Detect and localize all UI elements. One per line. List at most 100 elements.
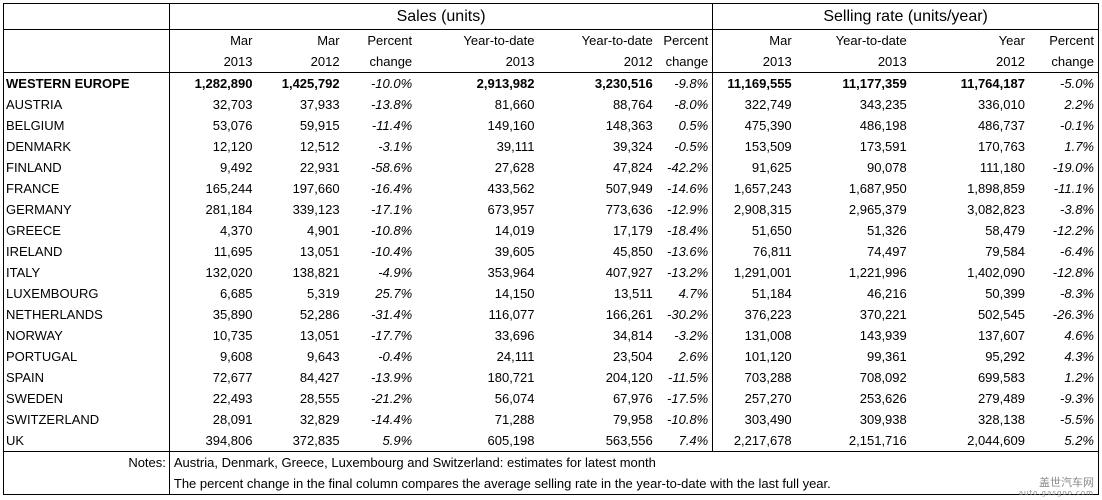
header-line1-col-2: Mar — [317, 32, 340, 48]
value-cell: 81,660 — [494, 96, 535, 112]
value-cell: 180,721 — [487, 369, 535, 385]
value-cell: 2,044,609 — [910, 430, 1029, 452]
value-cell: 328,138 — [977, 411, 1025, 427]
percent-change-cell: -11.4% — [371, 117, 413, 133]
country-name: FINLAND — [3, 157, 170, 178]
value-cell: 116,077 — [488, 306, 535, 322]
percent-change-cell: 5.9% — [343, 430, 417, 452]
value-cell: 137,607 — [977, 327, 1025, 343]
value-cell: 88,764 — [612, 96, 653, 112]
value-cell: 51,184 — [751, 285, 792, 301]
percent-change-cell: -58.6% — [370, 159, 413, 175]
value-cell: 13,511 — [613, 285, 653, 301]
table-row: FRANCE 165,244 197,660 -16.4% 433,562 507,949… — [3, 178, 1099, 199]
value-cell: 101,120 — [744, 348, 792, 364]
value-cell: 2,965,379 — [848, 201, 907, 217]
header-line2-col-10: change — [1028, 51, 1099, 73]
percent-change-cell: 2.6% — [656, 346, 714, 367]
percent-change-cell: -13.8% — [370, 96, 413, 112]
value-cell: 372,835 — [256, 430, 344, 452]
value-cell: 257,270 — [744, 390, 792, 406]
percent-change-cell: -3.8% — [1028, 199, 1099, 220]
value-cell: 673,957 — [487, 201, 535, 217]
value-cell: 703,288 — [744, 369, 792, 385]
header-line2-col-9: 2012 — [910, 51, 1029, 73]
value-cell: 47,824 — [612, 159, 653, 175]
percent-change-cell: -17.7% — [370, 327, 413, 343]
percent-change-cell: -13.2% — [656, 262, 714, 283]
percent-change-cell: -30.2% — [656, 304, 714, 325]
value-cell: 132,020 — [205, 264, 253, 280]
country-name: SWITZERLAND — [3, 409, 170, 430]
value-cell: 67,976 — [612, 390, 653, 406]
percent-change-cell: -12.2% — [1028, 220, 1099, 241]
value-cell: 204,120 — [605, 369, 653, 385]
country-name: SPAIN — [3, 367, 170, 388]
percent-change-cell: -10.0% — [370, 75, 413, 91]
value-cell: 699,583 — [977, 369, 1025, 385]
value-cell: 32,829 — [299, 411, 340, 427]
notes-label: Notes: — [3, 451, 170, 473]
percent-change-cell: -0.4% — [378, 348, 413, 364]
value-cell: 53,076 — [212, 117, 253, 133]
value-cell: 9,608 — [219, 348, 253, 364]
percent-change-cell: 5.2% — [1028, 430, 1099, 452]
value-cell: 9,492 — [219, 159, 253, 175]
value-cell: 773,636 — [605, 201, 653, 217]
value-cell: 33,696 — [494, 327, 535, 343]
value-cell: 1,687,950 — [848, 180, 907, 196]
value-cell: 1,291,001 — [733, 264, 792, 280]
percent-change-cell: 1.2% — [1028, 367, 1099, 388]
value-cell: 2,151,716 — [795, 430, 911, 452]
notes-line-2: The percent change in the final column c… — [168, 473, 1100, 495]
country-name: WESTERN EUROPE — [3, 72, 170, 94]
percent-change-cell: -0.5% — [656, 136, 714, 157]
table-row: NETHERLANDS 35,890 52,286 -31.4% 116,077 166,… — [3, 304, 1099, 325]
value-cell: 14,019 — [494, 222, 535, 238]
value-cell: 143,939 — [859, 327, 907, 343]
value-cell: 166,261 — [605, 306, 653, 322]
percent-change-cell: -8.3% — [1028, 283, 1099, 304]
value-cell: 353,964 — [487, 264, 535, 280]
value-cell: 148,363 — [605, 117, 653, 133]
value-cell: 45,850 — [612, 243, 653, 259]
value-cell: 52,286 — [299, 306, 340, 322]
value-cell: 4,901 — [307, 222, 340, 238]
value-cell: 59,915 — [299, 117, 340, 133]
percent-change-cell: 4.3% — [1028, 346, 1099, 367]
header-line1-col-8: Year-to-date — [835, 32, 907, 48]
header-line1-col-3: Percent — [367, 32, 413, 48]
value-cell: 14,150 — [494, 285, 535, 301]
value-cell: 486,737 — [977, 117, 1025, 133]
value-cell: 1,221,996 — [848, 264, 907, 280]
value-cell: 343,235 — [859, 96, 907, 112]
percent-change-cell: 0.5% — [656, 115, 714, 136]
value-cell: 322,749 — [744, 96, 792, 112]
value-cell: 95,292 — [985, 348, 1025, 364]
value-cell: 2,217,678 — [712, 430, 796, 452]
value-cell: 9,643 — [307, 348, 340, 364]
value-cell: 170,763 — [977, 138, 1025, 154]
percent-change-cell: -10.8% — [656, 409, 714, 430]
country-name: NORWAY — [3, 325, 170, 346]
value-cell: 486,198 — [859, 117, 907, 133]
percent-change-cell: -11.5% — [656, 367, 714, 388]
value-cell: 28,555 — [299, 390, 340, 406]
value-cell: 37,933 — [299, 96, 340, 112]
value-cell: 46,216 — [866, 285, 907, 301]
percent-change-cell: -11.1% — [1028, 178, 1099, 199]
value-cell: 173,591 — [859, 138, 907, 154]
value-cell: 507,949 — [605, 180, 653, 196]
value-cell: 394,806 — [169, 430, 257, 452]
percent-change-cell: -14.4% — [370, 411, 413, 427]
percent-change-cell: 7.4% — [656, 430, 714, 452]
table-row: BELGIUM 53,076 59,915 -11.4% 149,160 148,363 0… — [3, 115, 1099, 136]
value-cell: 138,821 — [292, 264, 340, 280]
percent-change-cell: -10.4% — [370, 243, 413, 259]
percent-change-cell: -12.8% — [1028, 262, 1099, 283]
percent-change-cell: -3.1% — [378, 138, 413, 154]
value-cell: 2,908,315 — [733, 201, 792, 217]
country-name: DENMARK — [3, 136, 170, 157]
percent-change-cell: -21.2% — [370, 390, 413, 406]
header-line2-col-8: 2013 — [795, 51, 911, 73]
